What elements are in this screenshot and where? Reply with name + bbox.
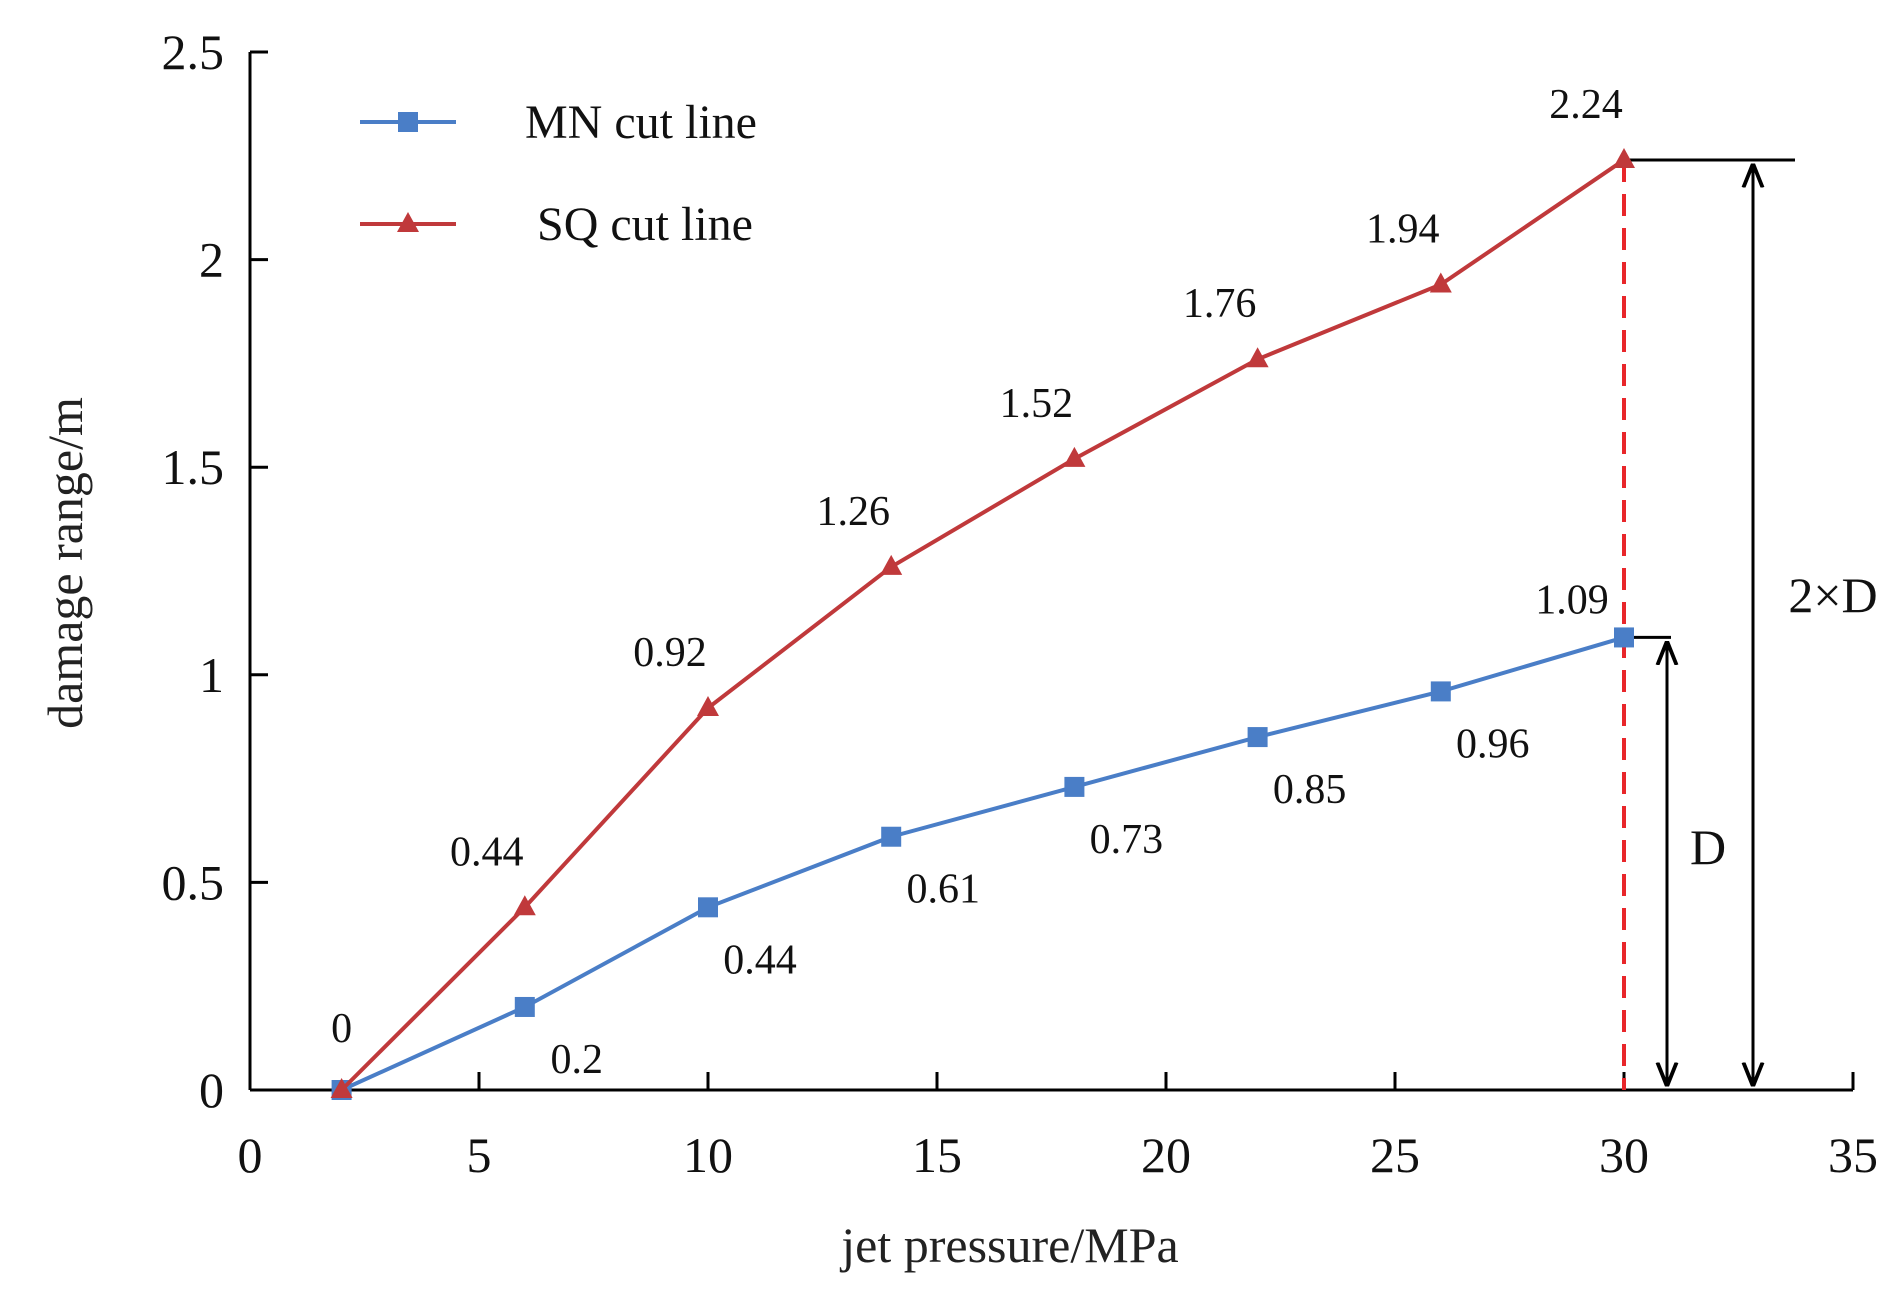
x-axis-title: jet pressure/MPa <box>839 1217 1178 1273</box>
d-label: D <box>1690 819 1726 875</box>
sq-data-label: 1.52 <box>1000 381 1074 427</box>
mn-point-marker <box>698 897 718 918</box>
legend-item-sq: SQ cut line <box>360 198 753 251</box>
mn-point-marker <box>1430 681 1451 702</box>
reference-annotations: D 2×D <box>1622 158 1878 1090</box>
axes <box>248 52 1853 1092</box>
x-tick-label: 30 <box>1599 1127 1649 1183</box>
x-tick-label: 20 <box>1141 1127 1191 1183</box>
sq-point-marker <box>1246 347 1269 368</box>
x-tick-label: 5 <box>467 1127 492 1183</box>
series-layer <box>330 147 1635 1100</box>
mn-point-marker <box>1247 727 1268 748</box>
y-tick-label: 0.5 <box>162 854 225 910</box>
y-tick-label: 1 <box>199 647 224 703</box>
y-tick-label: 0 <box>199 1062 224 1118</box>
sq-series-line <box>340 158 1626 1092</box>
sq-point-marker <box>880 554 903 575</box>
sq-data-label: 2.24 <box>1549 82 1623 128</box>
y-axis-title: damage range/m <box>37 397 93 729</box>
sq-point-marker <box>1613 147 1635 168</box>
legend: MN cut line SQ cut line <box>360 96 757 251</box>
x-tick-label: 25 <box>1370 1127 1420 1183</box>
mn-point-marker <box>1614 627 1634 648</box>
sq-data-label: 1.26 <box>816 489 890 535</box>
mn-data-label: 0.61 <box>906 867 980 913</box>
sq-data-label: 0.92 <box>633 630 707 676</box>
x-tick-label: 35 <box>1828 1127 1878 1183</box>
sq-series <box>330 147 1635 1098</box>
y-tick-label: 2 <box>199 232 224 288</box>
y-tick-label: 2.5 <box>162 24 225 80</box>
mn-point-marker <box>881 826 902 847</box>
x-tick-label: 15 <box>912 1127 962 1183</box>
sq-point-marker <box>1063 446 1086 467</box>
mn-series-line <box>340 635 1625 1092</box>
mn-series <box>331 627 1634 1100</box>
legend-square-marker <box>398 112 418 132</box>
mn-data-label: 0.85 <box>1273 767 1347 813</box>
sq-data-label: 1.76 <box>1183 281 1257 327</box>
legend-triangle-marker <box>397 212 419 232</box>
two-d-label: 2×D <box>1788 567 1877 623</box>
legend-label: MN cut line <box>525 96 757 149</box>
sq-data-label: 0 <box>331 1006 352 1052</box>
mn-data-label: 1.09 <box>1535 577 1609 623</box>
sq-point-marker <box>513 895 536 916</box>
mn-point-marker <box>514 996 535 1017</box>
data-labels: 0.2 0.44 0.61 0.73 0.85 0.96 1.09 0 0.44 0.92 1.26… <box>331 82 1623 1083</box>
sq-point-marker <box>1429 272 1452 293</box>
x-tick-label: 0 <box>238 1127 263 1183</box>
mn-data-label: 0.2 <box>551 1037 604 1083</box>
mn-data-label: 0.44 <box>723 937 797 983</box>
legend-item-mn: MN cut line <box>360 96 757 149</box>
mn-data-label: 0.96 <box>1456 721 1530 767</box>
sq-data-label: 0.44 <box>450 829 524 875</box>
legend-label: SQ cut line <box>537 198 753 251</box>
y-tick-label: 1.5 <box>162 439 225 495</box>
mn-point-marker <box>1064 776 1085 797</box>
sq-point-marker <box>697 696 719 717</box>
sq-data-label: 1.94 <box>1366 207 1440 253</box>
x-tick-label: 10 <box>683 1127 733 1183</box>
mn-data-label: 0.73 <box>1090 817 1164 863</box>
sq-point-marker <box>330 1078 353 1098</box>
